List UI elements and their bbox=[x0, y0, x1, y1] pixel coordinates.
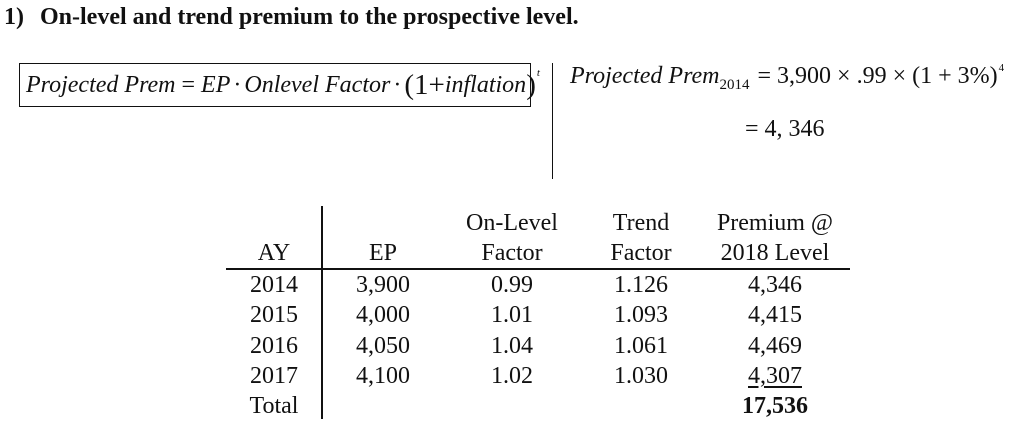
row-2017-premium-value: 4,307 bbox=[748, 363, 802, 389]
projection-result: = 4, 346 bbox=[745, 116, 825, 142]
formula-close-paren: ) bbox=[526, 68, 536, 101]
row-2015-ay: 2015 bbox=[250, 302, 298, 328]
row-2015-ep: 4,000 bbox=[356, 302, 410, 328]
row-2014-premium: 4,346 bbox=[748, 272, 802, 298]
formula-equals: = bbox=[181, 71, 196, 98]
header-onlevel-line2: Factor bbox=[481, 240, 543, 266]
row-2015-premium: 4,415 bbox=[748, 302, 802, 328]
header-premium-line1: Premium @ bbox=[716, 210, 834, 236]
formula-ep: EP bbox=[201, 71, 231, 98]
row-2017-trend: 1.030 bbox=[614, 363, 668, 389]
row-2016-onlevel: 1.04 bbox=[491, 333, 533, 359]
total-label: Total bbox=[249, 393, 299, 419]
header-premium-line2: 2018 Level bbox=[720, 240, 830, 266]
projection-exponent: 4 bbox=[998, 62, 1005, 74]
row-2014-onlevel: 0.99 bbox=[491, 272, 533, 298]
projection-subscript: 2014 bbox=[719, 77, 750, 93]
heading-number: 1) bbox=[4, 4, 24, 30]
row-2017-ep: 4,100 bbox=[356, 363, 410, 389]
formula-exponent: t bbox=[536, 67, 540, 79]
row-2014-ep: 3,900 bbox=[356, 272, 410, 298]
header-onlevel-line1: On-Level bbox=[466, 210, 558, 236]
formula-dot-2: · bbox=[393, 71, 402, 98]
formula-inflation: inflation bbox=[444, 71, 527, 98]
header-trend-line2: Factor bbox=[610, 240, 672, 266]
formula-onlevel: Onlevel Factor bbox=[244, 71, 391, 98]
projection-expression: = 3,900 × .99 × (1 + 3%) bbox=[757, 63, 998, 89]
projection-label: Projected Prem bbox=[570, 63, 720, 89]
formula-lhs: Projected Prem bbox=[26, 71, 176, 98]
formula-divider bbox=[552, 63, 553, 179]
row-2014-trend: 1.126 bbox=[614, 272, 668, 298]
section-heading: 1) On-level and trend premium to the pros… bbox=[4, 4, 579, 31]
formula-dot-1: · bbox=[233, 71, 242, 98]
formula-open-paren: (1+ bbox=[404, 68, 445, 101]
row-2014-ay: 2014 bbox=[250, 272, 298, 298]
header-trend-line1: Trend bbox=[612, 210, 670, 236]
row-2017-ay: 2017 bbox=[250, 363, 298, 389]
header-ep: EP bbox=[368, 240, 397, 266]
row-2015-trend: 1.093 bbox=[614, 302, 668, 328]
row-2017-premium: 4,307 bbox=[700, 361, 850, 391]
total-value: 17,536 bbox=[742, 393, 808, 419]
row-2015-onlevel: 1.01 bbox=[491, 302, 533, 328]
header-ay: AY bbox=[257, 240, 291, 266]
row-2016-trend: 1.061 bbox=[614, 333, 668, 359]
general-formula-box: Projected Prem = EP · Onlevel Factor · (… bbox=[19, 63, 540, 107]
row-2016-ep: 4,050 bbox=[356, 333, 410, 359]
row-2016-premium: 4,469 bbox=[748, 333, 802, 359]
row-2017-onlevel: 1.02 bbox=[491, 363, 533, 389]
heading-text: On-level and trend premium to the prospe… bbox=[40, 4, 579, 30]
projection-line-1: Projected Prem2014 = 3,900 × .99 × (1 + … bbox=[570, 62, 1005, 93]
table-vertical-rule bbox=[321, 206, 323, 419]
table-header-rule bbox=[226, 268, 850, 270]
row-2016-ay: 2016 bbox=[250, 333, 298, 359]
